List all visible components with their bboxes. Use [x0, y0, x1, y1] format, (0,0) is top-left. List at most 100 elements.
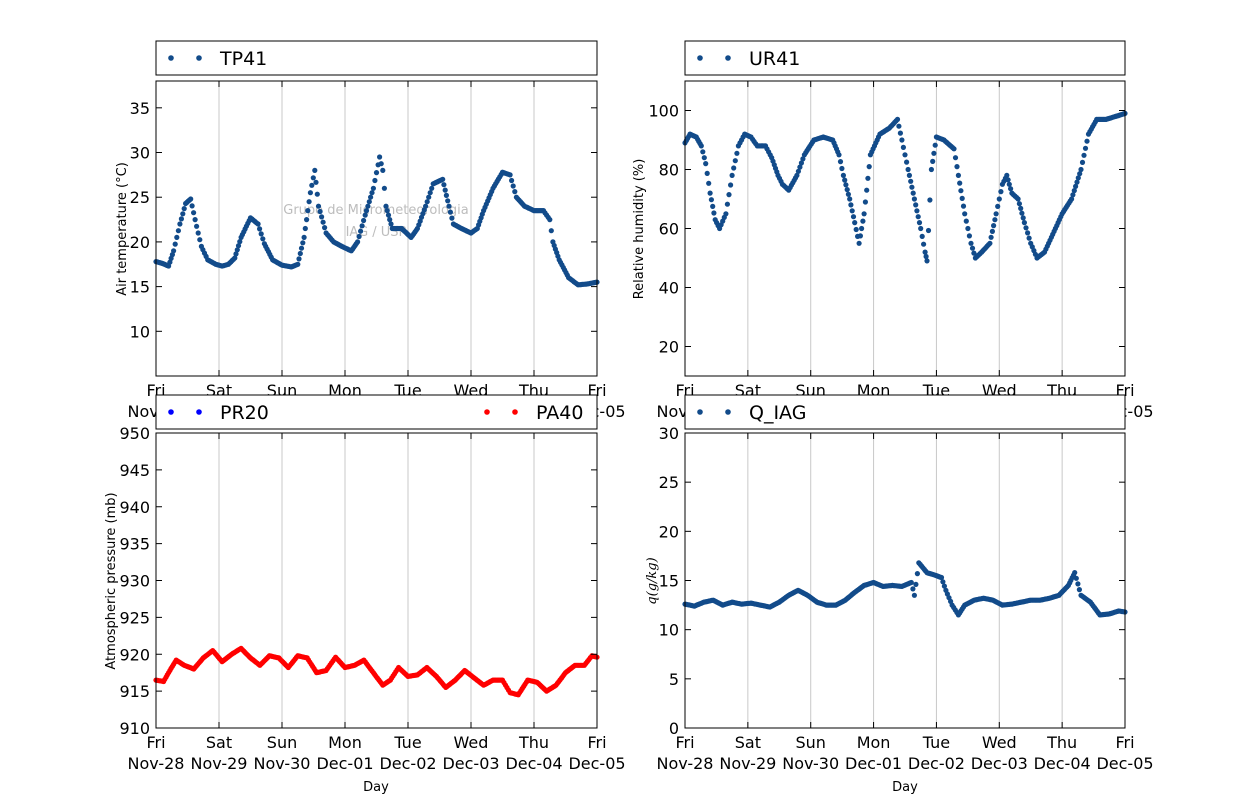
data-point-tp41 — [507, 172, 513, 178]
data-point-q_iag — [938, 574, 945, 581]
data-point-ur41 — [1026, 235, 1032, 241]
data-point-tp41 — [373, 170, 380, 176]
data-point-tp41 — [175, 228, 181, 234]
y-axis-label: Air temperature (°C) — [115, 162, 130, 296]
data-point-tp41 — [171, 248, 177, 254]
y-tick-label: 0 — [669, 719, 679, 738]
data-point-ur41 — [915, 214, 921, 220]
data-point-ur41 — [845, 191, 852, 197]
data-point-tp41 — [312, 167, 318, 173]
panel-specific-humidity: 0 5 10 15 20 25 30 Fri Nov-28 Sat Nov-29 Sun Nov-30… — [645, 424, 1154, 795]
data-point-tp41 — [189, 203, 195, 209]
x-tick-day-label: Fri — [675, 733, 694, 752]
data-point-ur41 — [860, 218, 866, 224]
data-point-ur41 — [857, 233, 864, 239]
data-point-ur41 — [866, 164, 872, 170]
data-point-tp41 — [197, 237, 203, 243]
data-point-tp41 — [369, 190, 375, 196]
data-point-ur41 — [930, 158, 936, 164]
x-tick-day-label: Tue — [393, 733, 421, 752]
data-point-ur41 — [794, 172, 800, 178]
data-point-tp41 — [381, 185, 387, 191]
data-point-tp41 — [366, 199, 372, 205]
data-point-tp41 — [512, 189, 518, 195]
data-point-tp41 — [509, 177, 515, 184]
data-point-ur41 — [1005, 177, 1011, 183]
y-tick-label: 20 — [659, 338, 679, 357]
x-tick-day-label: Mon — [857, 733, 891, 752]
x-tick-date-label: Dec-03 — [442, 754, 499, 773]
data-point-tp41 — [424, 199, 430, 205]
data-point-tp41 — [172, 241, 178, 247]
y-tick-label: 30 — [659, 424, 679, 443]
data-point-tp41 — [296, 256, 302, 262]
data-point-tp41 — [300, 240, 306, 246]
data-point-ur41 — [1075, 175, 1081, 181]
y-tick-label: 930 — [119, 572, 150, 591]
data-point-ur41 — [908, 178, 914, 184]
data-point-tp41 — [445, 198, 451, 204]
data-point-ur41 — [1019, 210, 1025, 216]
data-point-ur41 — [1069, 196, 1075, 202]
x-tick-date-label: Nov-29 — [719, 754, 776, 773]
data-point-tp41 — [427, 190, 433, 196]
x-tick-day-label: Fri — [1115, 733, 1134, 752]
data-point-tp41 — [174, 234, 180, 240]
data-point-ur41 — [837, 159, 844, 165]
data-point-ur41 — [711, 210, 717, 216]
data-point-ur41 — [955, 172, 962, 178]
data-point-ur41 — [924, 258, 930, 264]
data-point-ur41 — [1015, 196, 1021, 202]
data-point-ur41 — [724, 201, 731, 207]
data-point-tp41 — [361, 217, 367, 224]
data-point-ur41 — [723, 211, 729, 217]
legend-label: Q_IAG — [749, 402, 806, 424]
data-point-tp41 — [298, 245, 305, 251]
data-point-tp41 — [370, 185, 376, 191]
data-point-tp41 — [313, 179, 319, 185]
y-tick-label: 915 — [119, 682, 150, 701]
data-point-ur41 — [1074, 179, 1080, 185]
x-tick-date-label: Nov-28 — [128, 754, 185, 773]
data-point-tp41 — [322, 225, 328, 231]
y-tick-label: 925 — [119, 608, 150, 627]
y-tick-label: 940 — [119, 498, 150, 517]
data-point-ur41 — [1025, 230, 1031, 236]
data-point-tp41 — [383, 203, 389, 209]
data-point-ur41 — [731, 165, 737, 171]
watermark-line1: Grupo de Micrometeorologia — [283, 203, 469, 218]
y-axis-label: Relative humidity (%) — [632, 159, 647, 300]
data-point-ur41 — [1078, 166, 1084, 173]
data-point-ur41 — [902, 152, 908, 158]
data-point-ur41 — [706, 180, 712, 186]
data-point-tp41 — [301, 234, 307, 240]
data-point-ur41 — [919, 233, 925, 239]
data-point-tp41 — [232, 255, 238, 261]
data-point-tp41 — [192, 217, 198, 223]
data-point-q_iag — [1076, 587, 1082, 593]
y-tick-label: 10 — [659, 621, 679, 640]
data-point-q_iag — [1075, 581, 1081, 587]
x-tick-date-label: Dec-02 — [908, 754, 965, 773]
y-tick-label: 20 — [659, 522, 679, 541]
data-point-q_iag — [1073, 575, 1079, 581]
data-point-tp41 — [440, 176, 446, 182]
data-point-tp41 — [423, 203, 429, 209]
data-point-ur41 — [995, 203, 1001, 209]
data-point-ur41 — [971, 250, 977, 256]
data-point-tp41 — [297, 250, 303, 257]
data-point-ur41 — [991, 223, 997, 229]
data-point-tp41 — [547, 217, 553, 223]
x-tick-day-label: Sat — [735, 733, 761, 752]
data-point-ur41 — [850, 214, 857, 220]
y-tick-label: 910 — [119, 719, 150, 738]
data-point-tp41 — [363, 208, 370, 214]
data-point-tp41 — [319, 214, 325, 220]
x-tick-day-label: Mon — [328, 733, 362, 752]
data-point-tp41 — [429, 185, 435, 191]
legend-marker — [168, 409, 174, 415]
data-point-ur41 — [798, 160, 805, 166]
data-point-ur41 — [704, 170, 710, 176]
legend-label: PR20 — [220, 402, 269, 424]
data-point-tp41 — [447, 209, 453, 215]
